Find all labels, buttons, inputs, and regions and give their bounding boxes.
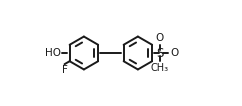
Text: S: S (156, 47, 164, 59)
Text: CH₃: CH₃ (151, 63, 169, 73)
Text: O: O (170, 48, 178, 58)
Text: F: F (61, 65, 68, 75)
Text: O: O (156, 33, 164, 43)
Text: HO: HO (45, 48, 61, 58)
